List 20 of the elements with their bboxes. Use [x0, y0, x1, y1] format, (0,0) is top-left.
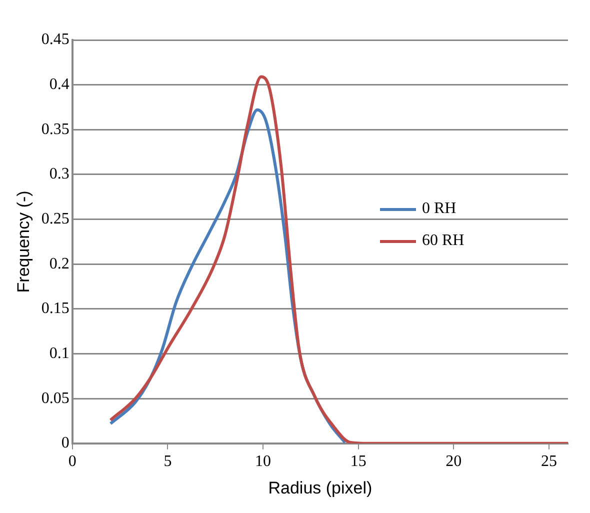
- x-axis-title: Radius (pixel): [268, 478, 372, 498]
- y-axis-title: Frequency (-): [14, 190, 33, 293]
- y-tick-label: 0.1: [49, 344, 70, 362]
- y-tick-label: 0: [61, 434, 70, 452]
- y-tick-label: 0.2: [49, 255, 70, 272]
- y-tick-label: 0.25: [41, 210, 70, 228]
- y-tick-label: 0.3: [49, 166, 70, 183]
- y-tick-label: 0.05: [41, 390, 70, 407]
- x-tick-label: 20: [446, 453, 462, 470]
- y-tick-label: 0.45: [41, 31, 70, 48]
- x-tick-label: 25: [540, 453, 557, 470]
- x-tick-label: 10: [255, 453, 272, 470]
- x-tick-label: 15: [350, 453, 366, 470]
- legend-label: 0 RH: [422, 200, 456, 218]
- y-tick-label: 0.35: [41, 120, 70, 138]
- y-tick-label: 0.4: [49, 76, 70, 94]
- y-tick-label: 0.15: [41, 300, 70, 318]
- line-series: [109, 75, 568, 444]
- x-tick-label: 5: [164, 453, 172, 470]
- legend-label: 60 RH: [422, 232, 464, 250]
